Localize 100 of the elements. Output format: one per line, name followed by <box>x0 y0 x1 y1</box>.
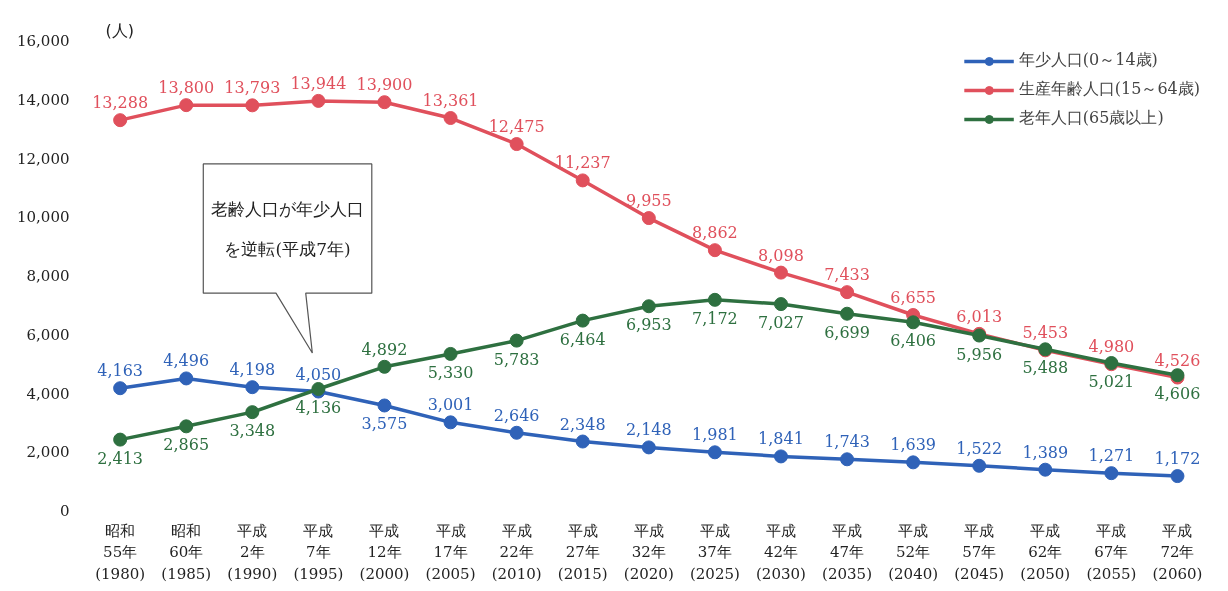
data-label: 13,288 <box>92 93 149 113</box>
data-label: 3,348 <box>229 421 276 441</box>
x-tick-label: 平成 22年 (2010) <box>491 521 542 583</box>
x-tick-label: 平成 67年 (2055) <box>1086 521 1137 583</box>
data-label: 11,237 <box>554 153 611 173</box>
point <box>641 211 656 226</box>
point <box>773 297 788 312</box>
point <box>575 173 590 188</box>
x-tick-label: 平成 17年 (2005) <box>425 521 476 583</box>
data-label: 4,526 <box>1154 350 1201 370</box>
data-label: 13,900 <box>356 75 413 95</box>
data-label: 2,148 <box>625 420 672 440</box>
data-label: 9,955 <box>625 191 672 211</box>
point <box>179 419 194 434</box>
point <box>906 455 921 470</box>
point <box>641 440 656 455</box>
y-tick-label: 14,000 <box>17 90 70 109</box>
data-label: 8,098 <box>758 245 804 265</box>
x-tick-label: 昭和 60年 (1985) <box>161 521 212 583</box>
data-label: 6,013 <box>956 306 1003 326</box>
data-label: 13,361 <box>422 91 479 111</box>
data-label: 13,793 <box>224 78 281 98</box>
data-label: 4,050 <box>295 364 342 384</box>
data-label: 3,001 <box>427 395 474 415</box>
annotation: 老齢人口が年少人口を逆転(平成7年) <box>211 198 365 259</box>
point <box>1170 469 1185 484</box>
data-label: 3,575 <box>361 414 408 434</box>
legend-label: 年少人口(0～14歳) <box>1018 50 1158 71</box>
point <box>840 452 855 467</box>
data-label: 1,172 <box>1154 449 1201 469</box>
data-label: 5,021 <box>1088 372 1135 392</box>
y-tick-label: 8,000 <box>26 267 70 285</box>
x-tick-label: 平成 27年 (2015) <box>557 521 608 583</box>
point <box>575 313 590 328</box>
point <box>840 285 855 300</box>
point <box>575 434 590 449</box>
data-label: 4,163 <box>97 361 144 381</box>
data-label: 7,172 <box>691 308 738 328</box>
data-label: 1,639 <box>890 435 937 455</box>
point <box>443 415 458 430</box>
point <box>773 449 788 464</box>
data-label: 13,944 <box>290 73 347 93</box>
x-tick-label: 平成 57年 (2045) <box>954 521 1005 583</box>
data-label: 6,699 <box>824 322 870 342</box>
point <box>245 380 260 395</box>
x-tick-label: 平成 42年 (2030) <box>756 521 806 583</box>
point <box>113 381 128 396</box>
point <box>245 405 260 420</box>
point <box>113 432 128 447</box>
point <box>245 98 260 113</box>
x-tick-label: 平成 12年 (2000) <box>359 521 410 583</box>
point <box>707 292 722 307</box>
data-label: 4,892 <box>361 339 408 359</box>
x-tick-label: 平成 47年 (2035) <box>822 521 872 583</box>
legend-label: 生産年齢人口(15～64歳) <box>1018 79 1200 100</box>
data-label: 5,453 <box>1022 323 1069 343</box>
point <box>509 137 524 152</box>
data-label: 2,646 <box>493 405 540 425</box>
data-label: 1,841 <box>758 429 804 449</box>
point <box>377 359 392 374</box>
point <box>906 315 921 330</box>
x-tick-label: 平成 37年 (2025) <box>689 521 740 583</box>
data-label: 1,389 <box>1022 442 1069 462</box>
data-label: 4,606 <box>1154 384 1201 404</box>
data-label: 6,953 <box>625 315 672 335</box>
point <box>377 95 392 110</box>
data-label: 1,271 <box>1088 446 1135 466</box>
point <box>311 93 326 108</box>
data-label: 2,348 <box>559 414 606 434</box>
data-label: 5,956 <box>956 344 1003 364</box>
data-label: 2,865 <box>163 435 210 455</box>
x-tick-label: 昭和 55年 (1980) <box>95 521 146 583</box>
data-label: 5,488 <box>1022 358 1069 378</box>
point <box>377 398 392 413</box>
x-tick-label: 平成 7年 (1995) <box>293 521 344 583</box>
point <box>443 346 458 361</box>
point <box>179 371 194 386</box>
data-label: 12,475 <box>488 117 545 137</box>
x-tick-label: 平成 2年 (1990) <box>227 521 278 583</box>
data-label: 4,136 <box>295 398 342 418</box>
y-tick-label: 10,000 <box>17 208 70 227</box>
data-label: 1,743 <box>824 432 870 452</box>
data-label: 5,783 <box>493 349 540 369</box>
point <box>509 425 524 440</box>
data-label: 13,800 <box>158 78 215 98</box>
data-label: 7,433 <box>824 265 870 285</box>
x-tick-label: 平成 62年 (2050) <box>1020 521 1071 583</box>
data-label: 8,862 <box>691 223 738 243</box>
data-label: 6,464 <box>559 329 606 349</box>
x-tick-label: 平成 52年 (2040) <box>888 521 939 583</box>
y-tick-label: 4,000 <box>26 384 70 403</box>
x-tick-label: 平成 32年 (2020) <box>623 521 674 583</box>
point <box>972 458 987 473</box>
data-label: 6,655 <box>890 288 937 308</box>
point <box>707 445 722 460</box>
point <box>707 243 722 258</box>
legend-label: 老年人口(65歳以上) <box>1018 108 1164 129</box>
data-label: 4,496 <box>163 351 210 371</box>
y-tick-label: 2,000 <box>26 443 70 462</box>
data-label: 1,981 <box>691 425 738 445</box>
